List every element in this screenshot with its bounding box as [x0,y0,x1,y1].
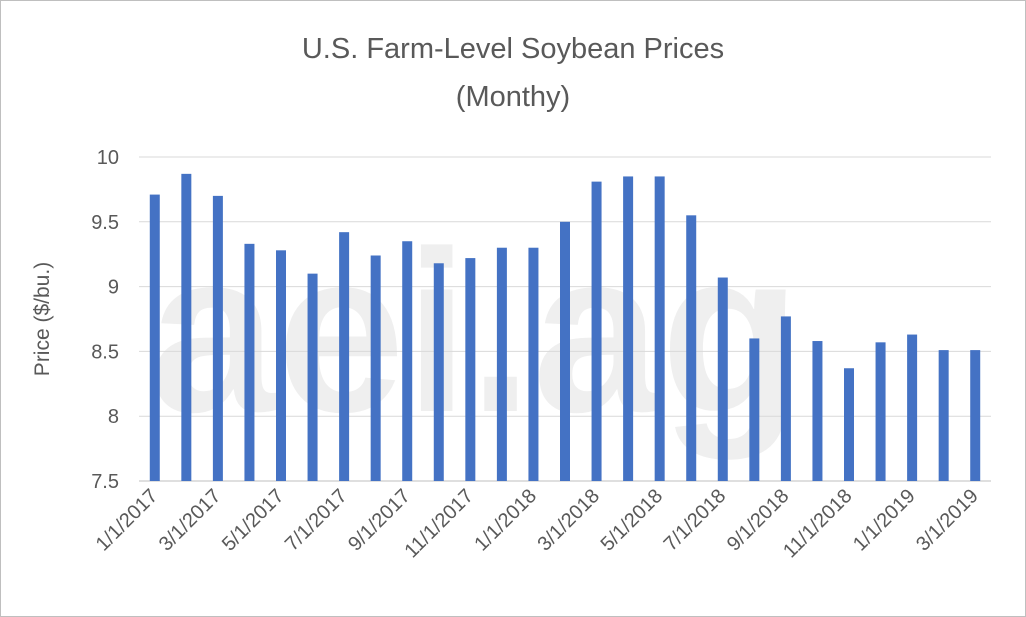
bar [307,273,318,481]
bar [528,247,539,481]
x-tick-label: 5/1/2017 [218,485,289,556]
bar [780,316,791,481]
bar [591,181,602,481]
bar [244,243,255,481]
y-tick-label: 8 [108,406,119,428]
bar [686,215,697,481]
x-tick-label: 3/1/2019 [912,485,983,556]
bar [907,334,918,481]
bar [149,194,160,482]
x-tick-label: 1/1/2018 [470,485,541,556]
y-tick-label: 7.5 [91,471,119,493]
x-tick-label: 3/1/2017 [155,485,226,556]
bar [654,176,665,481]
chart-title: U.S. Farm-Level Soybean Prices [301,33,725,65]
x-tick-label: 7/1/2018 [660,485,731,556]
bar [181,173,192,481]
bar [844,368,854,481]
bar [339,232,350,481]
bar [433,263,444,481]
bar [465,258,476,481]
y-tick-label: 9 [108,277,119,299]
y-tick-label: 10 [97,147,119,169]
bar [212,195,223,481]
x-tick-label: 5/1/2018 [597,485,668,556]
x-tick-label: 1/1/2019 [849,485,920,556]
bar [970,350,981,481]
x-tick-label: 11/1/2017 [400,485,477,562]
x-tick-label: 3/1/2018 [533,485,604,556]
x-tick-label: 11/1/2018 [779,485,856,562]
bar [496,247,507,481]
bar [402,241,413,481]
bar [276,250,286,481]
bar [812,341,823,481]
bar [938,350,949,481]
bar [875,342,886,481]
chart-subtitle: (Monthy) [455,81,571,113]
bar [623,176,634,481]
bar [560,221,570,482]
bar [370,255,381,481]
x-tick-label: 7/1/2017 [281,485,352,556]
bar [749,338,760,481]
y-tick-label: 8.5 [91,341,119,363]
x-tick-label: 1/1/2017 [92,485,163,556]
y-axis-label: Price ($/bu.) [31,262,54,376]
y-tick-label: 9.5 [91,212,119,234]
bar [717,277,728,481]
